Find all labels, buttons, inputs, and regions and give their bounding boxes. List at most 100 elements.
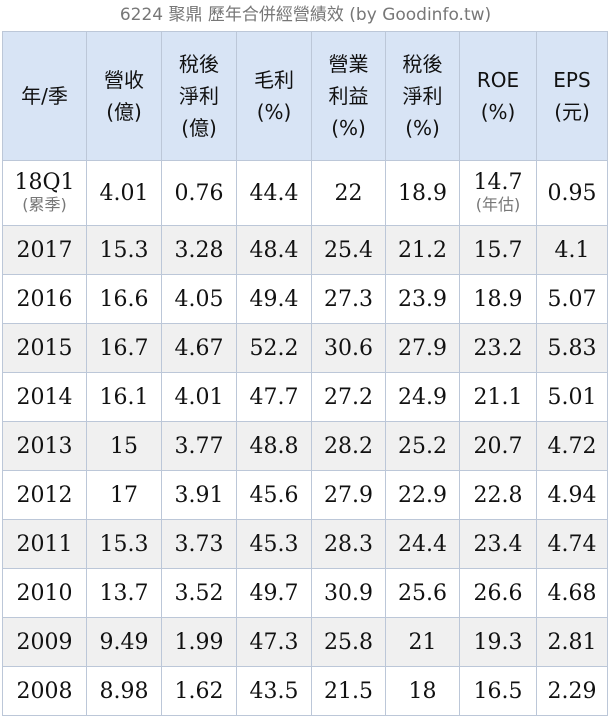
table-row: 18Q1 (累季) 4.01 0.76 44.4 22 18.9 14.7 (年… [2,160,608,226]
roe-cell: 20.7 [459,421,537,471]
net-income-cell: 0.76 [161,160,237,226]
operating-margin-cell: 28.2 [311,421,386,471]
revenue-cell: 15.3 [86,519,162,569]
gross-margin-cell: 47.7 [236,372,312,422]
gross-margin-cell: 45.6 [236,470,312,520]
period-cell: 2012 [2,470,87,520]
roe-cell: 18.9 [459,274,537,324]
header-gross-margin: 毛利 (%) [236,31,312,161]
header-label-line: 營業 [328,52,369,76]
table-row: 2016 16.6 4.05 49.4 27.3 23.9 18.9 5.07 [2,274,608,324]
gross-margin-cell: 48.8 [236,421,312,471]
net-income-cell: 3.28 [161,225,237,275]
header-label-line: (%) [480,100,516,124]
header-label-line: 毛利 [254,68,294,92]
operating-margin-cell: 25.8 [311,617,386,667]
eps-cell: 0.95 [536,160,608,226]
header-label-line: ROE [476,68,520,92]
revenue-cell: 15 [86,421,162,471]
roe-cell: 19.3 [459,617,537,667]
header-revenue: 營收 (億) [86,31,162,161]
operating-margin-cell: 27.2 [311,372,386,422]
net-income-cell: 3.52 [161,568,237,618]
operating-margin-cell: 30.6 [311,323,386,373]
header-label-line: 年/季 [21,84,68,108]
revenue-cell: 9.49 [86,617,162,667]
eps-cell: 4.68 [536,568,608,618]
gross-margin-cell: 52.2 [236,323,312,373]
table-row: 2010 13.7 3.52 49.7 30.9 25.6 26.6 4.68 [2,568,608,618]
operating-margin-cell: 30.9 [311,568,386,618]
header-label-line: (億) [106,100,142,124]
header-label-line: 稅後 [402,52,443,76]
table-caption: 6224 聚鼎 歷年合併經營績效 (by Goodinfo.tw) [119,5,492,25]
net-income-cell: 3.77 [161,421,237,471]
period-cell: 2014 [2,372,87,422]
net-margin-cell: 24.4 [385,519,460,569]
net-margin-cell: 21.2 [385,225,460,275]
revenue-cell: 8.98 [86,666,162,716]
header-label-line: 利益 [328,84,369,108]
net-income-cell: 4.05 [161,274,237,324]
net-income-cell: 4.01 [161,372,237,422]
net-margin-cell: 27.9 [385,323,460,373]
eps-cell: 4.74 [536,519,608,569]
revenue-cell: 16.6 [86,274,162,324]
period-cell: 2010 [2,568,87,618]
operating-margin-cell: 27.9 [311,470,386,520]
eps-cell: 4.72 [536,421,608,471]
header-label-line: (%) [331,116,366,140]
net-margin-cell: 25.2 [385,421,460,471]
revenue-cell: 17 [86,470,162,520]
operating-margin-cell: 22 [311,160,386,226]
roe-note: (年估) [475,195,521,214]
header-net-income: 稅後 淨利 (億) [161,31,237,161]
net-income-cell: 1.62 [161,666,237,716]
net-margin-cell: 18 [385,666,460,716]
net-margin-cell: 21 [385,617,460,667]
table-row: 2008 8.98 1.62 43.5 21.5 18 16.5 2.29 [2,666,608,716]
roe-cell: 21.1 [459,372,537,422]
net-income-cell: 1.99 [161,617,237,667]
table-row: 2017 15.3 3.28 48.4 25.4 21.2 15.7 4.1 [2,225,608,275]
header-label-line: 淨利 [402,84,443,108]
header-label-line: (億) [181,116,217,140]
table-row: 2012 17 3.91 45.6 27.9 22.9 22.8 4.94 [2,470,608,520]
header-eps: EPS (元) [536,31,608,161]
net-margin-cell: 18.9 [385,160,460,226]
operating-margin-cell: 25.4 [311,225,386,275]
period-cell: 2013 [2,421,87,471]
roe-value: 14.7 [473,170,523,195]
period-cell: 2011 [2,519,87,569]
revenue-cell: 13.7 [86,568,162,618]
revenue-cell: 15.3 [86,225,162,275]
period-label: 18Q1 [14,170,75,195]
period-cell: 2008 [2,666,87,716]
period-cell: 2015 [2,323,87,373]
net-income-cell: 3.91 [161,470,237,520]
roe-cell: 22.8 [459,470,537,520]
header-row: 年/季 營收 (億) 稅後 淨利 (億) 毛利 (%) 營業 利益 (%) 稅後 淨利 (%) ROE (%)… [2,31,608,161]
table-row: 2009 9.49 1.99 47.3 25.8 21 19.3 2.81 [2,617,608,667]
header-label-line: EPS [553,68,591,92]
table-row: 2013 15 3.77 48.8 28.2 25.2 20.7 4.72 [2,421,608,471]
gross-margin-cell: 45.3 [236,519,312,569]
roe-cell: 15.7 [459,225,537,275]
header-label-line: (%) [256,100,292,124]
gross-margin-cell: 43.5 [236,666,312,716]
gross-margin-cell: 49.4 [236,274,312,324]
gross-margin-cell: 47.3 [236,617,312,667]
gross-margin-cell: 44.4 [236,160,312,226]
net-margin-cell: 22.9 [385,470,460,520]
period-cell: 2016 [2,274,87,324]
eps-cell: 4.94 [536,470,608,520]
net-margin-cell: 23.9 [385,274,460,324]
roe-cell: 14.7 (年估) [459,160,537,226]
revenue-cell: 16.7 [86,323,162,373]
operating-margin-cell: 21.5 [311,666,386,716]
net-margin-cell: 25.6 [385,568,460,618]
operating-margin-cell: 27.3 [311,274,386,324]
header-label-line: 淨利 [179,84,219,108]
net-margin-cell: 24.9 [385,372,460,422]
eps-cell: 2.29 [536,666,608,716]
